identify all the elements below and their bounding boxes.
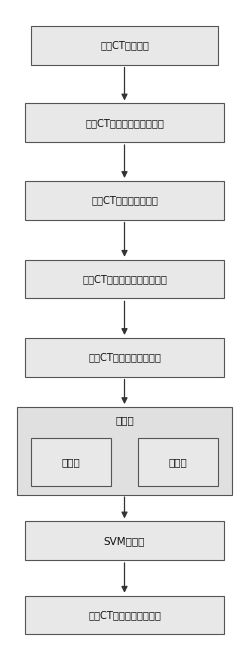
Bar	[25, 338, 224, 377]
Bar	[25, 103, 224, 142]
Text: 气胸CT影像候选区域获取: 气胸CT影像候选区域获取	[88, 352, 161, 362]
Text: 气胸CT影像分类结果输出: 气胸CT影像分类结果输出	[88, 610, 161, 620]
Text: 气胸CT影像低密度灶区域获取: 气胸CT影像低密度灶区域获取	[82, 274, 167, 284]
Bar	[25, 596, 224, 634]
Bar	[25, 521, 224, 560]
Bar	[25, 260, 224, 298]
Text: 负样本: 负样本	[169, 457, 187, 467]
Text: 正样本: 正样本	[62, 457, 80, 467]
Bar	[138, 438, 218, 486]
Text: 气胸CT影像去背景操作: 气胸CT影像去背景操作	[91, 195, 158, 205]
Text: 数据库: 数据库	[115, 415, 134, 425]
Bar	[31, 26, 218, 65]
Bar	[31, 438, 111, 486]
Text: SVM分类器: SVM分类器	[104, 536, 145, 546]
Text: 气胸CT影像获取: 气胸CT影像获取	[100, 40, 149, 50]
Bar	[17, 407, 232, 495]
Text: 气胸CT影像自适应阈值分割: 气胸CT影像自适应阈值分割	[85, 118, 164, 128]
Bar	[25, 181, 224, 220]
